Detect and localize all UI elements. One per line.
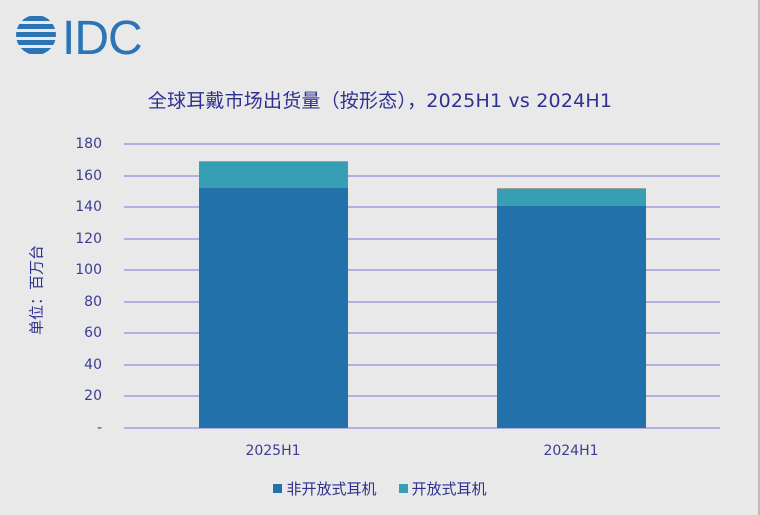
legend-item-non-open: 非开放式耳机 (273, 478, 377, 499)
window-edge (758, 0, 760, 515)
gridline (124, 332, 720, 335)
gridline (124, 237, 720, 240)
bar-2025H1 (198, 144, 348, 428)
bar-2024H1 (496, 144, 646, 428)
y-tick-label: 20 (84, 388, 102, 405)
gridline (124, 300, 720, 303)
y-tick-label: 180 (75, 136, 102, 152)
bar-segment-open (496, 188, 646, 206)
legend-label-non-open: 非开放式耳机 (286, 480, 377, 498)
gridline (124, 363, 720, 366)
y-tick-label: 120 (75, 230, 102, 247)
y-tick-label: 100 (75, 262, 102, 279)
y-tick-label: 80 (84, 293, 102, 310)
chart-title: 全球耳戴市场出货量（按形态），2025H1 vs 2024H1 (147, 90, 613, 112)
y-tick-label: 40 (84, 356, 102, 373)
svg-text:IDC: IDC (62, 12, 142, 58)
gridline (124, 143, 720, 145)
bar-segment-non-open (198, 188, 348, 428)
legend-swatch-open (398, 484, 408, 493)
gridline (124, 206, 720, 209)
x-tick-label: 2025H1 (245, 443, 301, 459)
y-tick-label: 160 (75, 167, 102, 184)
y-tick-label: 60 (84, 325, 102, 342)
gridline (124, 427, 720, 429)
y-tick-label: 140 (75, 199, 102, 216)
gridline (124, 269, 720, 272)
y-tick-label: - (96, 420, 102, 436)
legend: 非开放式耳机 开放式耳机 (0, 478, 760, 499)
idc-globe-icon: IDC (16, 12, 143, 58)
bar-segment-non-open (496, 205, 646, 428)
gridline (124, 174, 720, 177)
gridline (124, 395, 720, 398)
x-tick-label: 2024H1 (543, 443, 599, 459)
legend-swatch-non-open (273, 484, 283, 493)
legend-item-open: 开放式耳机 (398, 478, 487, 499)
y-axis-label: 单位：百万台 (27, 244, 46, 336)
bar-segment-open (198, 161, 348, 189)
plot-area (124, 143, 720, 429)
idc-logo: IDC (14, 12, 164, 58)
legend-label-open: 开放式耳机 (411, 480, 487, 498)
